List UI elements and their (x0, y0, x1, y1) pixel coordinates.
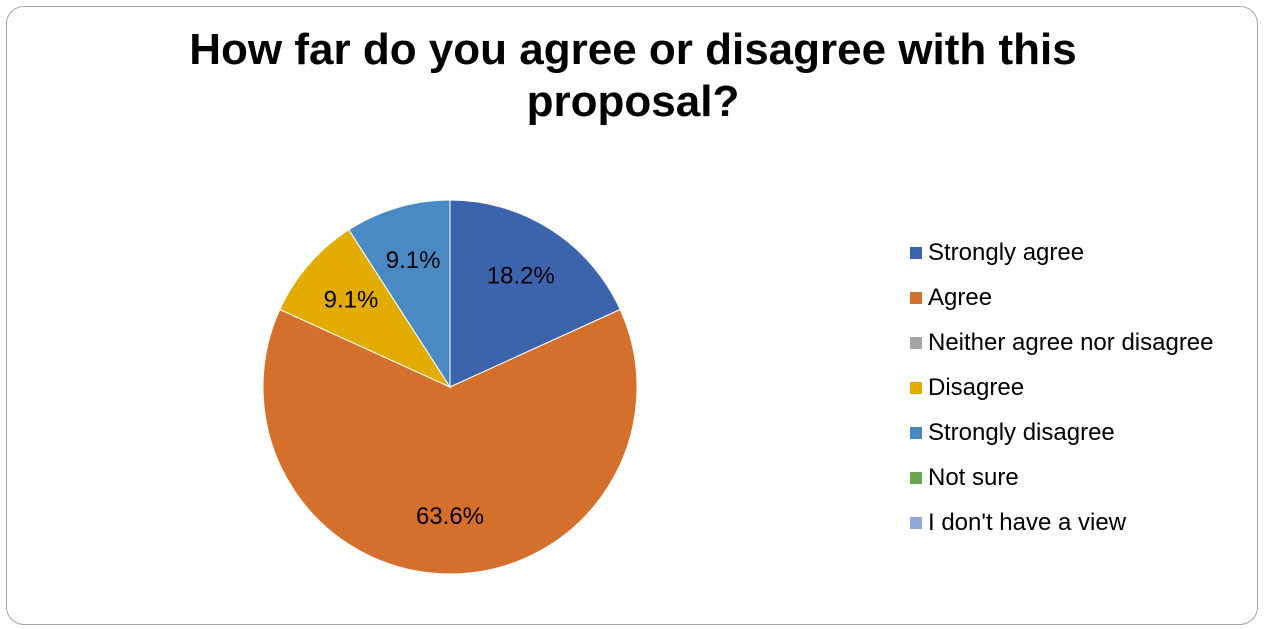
legend-item: Neither agree nor disagree (910, 320, 1214, 365)
pie-data-label: 18.2% (487, 262, 555, 289)
chart-frame (6, 6, 1258, 625)
legend-item: Not sure (910, 455, 1214, 500)
pie-slice-agree (262, 308, 638, 575)
pie-data-label: 9.1% (324, 287, 379, 314)
legend: Strongly agree Agree Neither agree nor dis… (910, 230, 1214, 545)
legend-label: I don't have a view (928, 508, 1127, 536)
pie-slice-disagree (279, 229, 452, 389)
legend-swatch (910, 426, 922, 439)
pie-data-label: 63.6% (416, 503, 484, 530)
legend-swatch (910, 381, 922, 394)
legend-label: Neither agree nor disagree (928, 328, 1214, 356)
pie-slices (262, 199, 638, 575)
legend-item: Disagree (910, 365, 1214, 410)
legend-label: Disagree (928, 373, 1025, 401)
legend-label: Agree (928, 283, 993, 311)
legend-item: Strongly agree (910, 230, 1214, 275)
chart-title: How far do you agree or disagree with th… (0, 24, 1266, 128)
legend-label: Not sure (928, 463, 1019, 491)
legend-swatch (910, 291, 922, 304)
legend-swatch (910, 516, 922, 529)
pie-slice-strongly-disagree (348, 199, 451, 389)
pie-data-labels: 18.2% 63.6% 9.1% 9.1% (324, 247, 555, 530)
pie-slice-strongly-agree (449, 199, 621, 388)
chart-title-text: How far do you agree or disagree with th… (189, 25, 1077, 126)
legend-label: Strongly agree (928, 238, 1085, 266)
legend-item: Agree (910, 275, 1214, 320)
legend-swatch (910, 336, 922, 349)
legend-label: Strongly disagree (928, 418, 1115, 446)
legend-item: I don't have a view (910, 500, 1214, 545)
legend-swatch (910, 246, 922, 259)
legend-swatch (910, 471, 922, 484)
legend-item: Strongly disagree (910, 410, 1214, 455)
pie-data-label: 9.1% (386, 247, 441, 274)
